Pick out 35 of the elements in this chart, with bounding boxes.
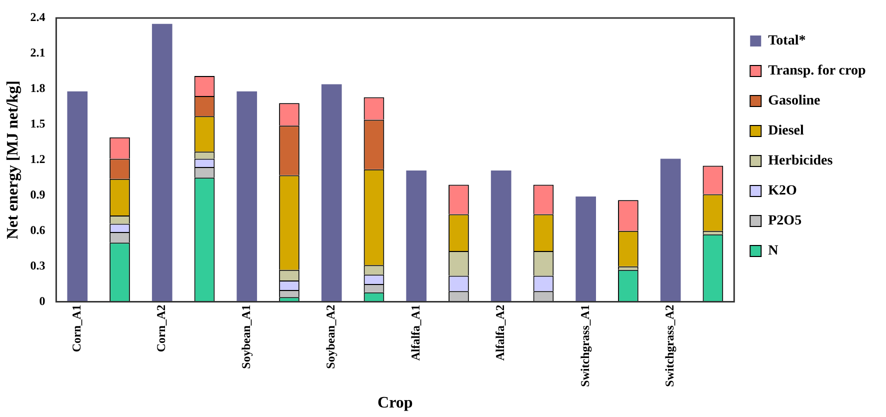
y-axis-title: Net energy [MJ net/kg]	[4, 80, 22, 240]
y-tick-label: 1.8	[30, 81, 46, 96]
y-tick-label: 2.1	[30, 46, 46, 60]
legend-label: Herbicides	[768, 154, 834, 169]
bar	[67, 91, 88, 302]
bar	[660, 158, 681, 302]
y-tick-label: 1.5	[30, 116, 46, 131]
bar	[490, 170, 512, 302]
bar	[576, 196, 596, 302]
y-tick-label: 2.4	[30, 10, 46, 24]
bar	[406, 170, 427, 302]
legend-label: K2O	[768, 184, 798, 199]
y-tick-label: 0.3	[30, 258, 46, 272]
legend-label: Diesel	[768, 124, 804, 139]
x-tick-label: Switchgrass_A2	[662, 304, 677, 387]
y-tick-label: 0	[39, 294, 46, 308]
y-tick-label: 0.9	[30, 187, 46, 202]
x-tick-label: Alfalfa_A1	[408, 304, 422, 361]
x-axis-title: Crop	[378, 394, 413, 412]
x-tick-label: Corn_A1	[69, 304, 84, 352]
x-tick-label: Alfalfa_A2	[493, 304, 508, 361]
x-tick-label: Soybean_A2	[324, 304, 338, 369]
x-tick-label: Soybean_A1	[238, 304, 253, 369]
legend-label: Gasoline	[768, 94, 820, 109]
bar	[321, 84, 342, 302]
bar	[152, 24, 172, 302]
bar	[236, 91, 258, 302]
legend-label: Total*	[768, 34, 806, 49]
y-tick-label: 1.2	[30, 152, 46, 166]
legend-label: N	[768, 244, 778, 259]
legend-label: P2O5	[768, 214, 802, 229]
x-tick-label: Corn_A2	[154, 304, 168, 352]
legend-label: Transp. for crop	[768, 64, 866, 79]
y-tick-label: 0.6	[30, 222, 46, 237]
x-tick-label: Switchgrass_A1	[578, 304, 592, 387]
